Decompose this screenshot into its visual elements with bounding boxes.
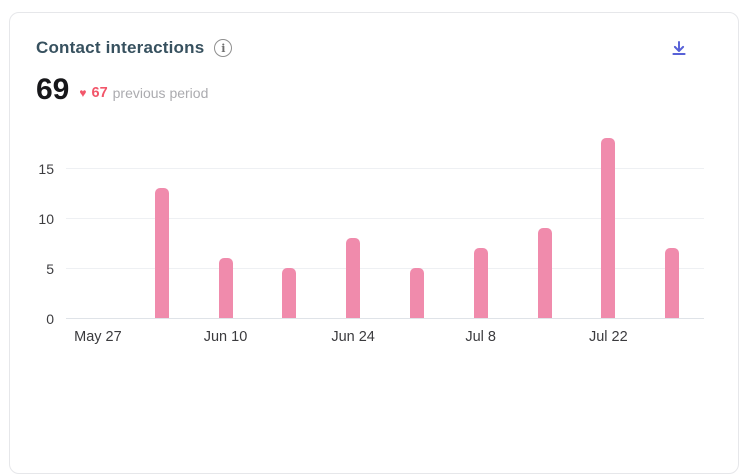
x-tick-label: Jun 24 xyxy=(331,328,375,345)
heart-icon: ♥ xyxy=(79,86,87,101)
bar-jun-17[interactable] xyxy=(282,267,297,318)
x-tick-label: Jul 8 xyxy=(465,328,497,345)
bar-jul-1[interactable] xyxy=(409,267,424,318)
previous-period-total: 67 xyxy=(91,85,108,102)
y-tick-label: 15 xyxy=(38,160,54,177)
card-header: Contact interactions i xyxy=(36,35,712,61)
gridline xyxy=(66,167,704,169)
x-axis-line xyxy=(66,317,704,319)
bar-jul-22[interactable] xyxy=(601,137,616,318)
y-tick-label: 5 xyxy=(46,260,54,277)
gridline xyxy=(66,267,704,269)
gridline xyxy=(66,217,704,219)
bar-jul-8[interactable] xyxy=(473,247,488,318)
y-tick-label: 0 xyxy=(46,310,54,327)
card-title: Contact interactions xyxy=(36,38,205,57)
bar-jun-3[interactable] xyxy=(154,187,169,318)
x-tick-label: Jul 22 xyxy=(588,328,628,345)
bar-chart: 0 5 10 15 May 27 Jun 10 Jun 24 Jul 8 Jul 22 xyxy=(36,134,712,357)
download-button[interactable] xyxy=(666,35,692,61)
x-axis: May 27 Jun 10 Jun 24 Jul 8 Jul 22 xyxy=(66,329,704,357)
download-icon xyxy=(672,41,686,55)
summary-row: 69 ♥ 67 previous period xyxy=(36,73,712,108)
plot-area: 0 5 10 15 xyxy=(38,134,704,327)
x-tick-label: Jun 10 xyxy=(203,328,248,345)
contact-interactions-card: Contact interactions i 69 ♥ 67 previous … xyxy=(9,12,739,474)
bar-jul-15[interactable] xyxy=(537,227,552,318)
current-period-total: 69 xyxy=(36,73,70,106)
title-row: Contact interactions i xyxy=(36,38,233,58)
previous-period-label: previous period xyxy=(112,85,209,102)
bar-jun-10[interactable] xyxy=(218,257,233,318)
y-tick-label: 10 xyxy=(38,210,54,227)
x-tick-label: May 27 xyxy=(74,328,122,345)
info-icon[interactable]: i xyxy=(214,39,233,57)
previous-period-comparison: ♥ 67 previous period xyxy=(79,85,208,101)
bar-jul-29[interactable] xyxy=(665,247,680,318)
bar-jun-24[interactable] xyxy=(346,237,361,318)
